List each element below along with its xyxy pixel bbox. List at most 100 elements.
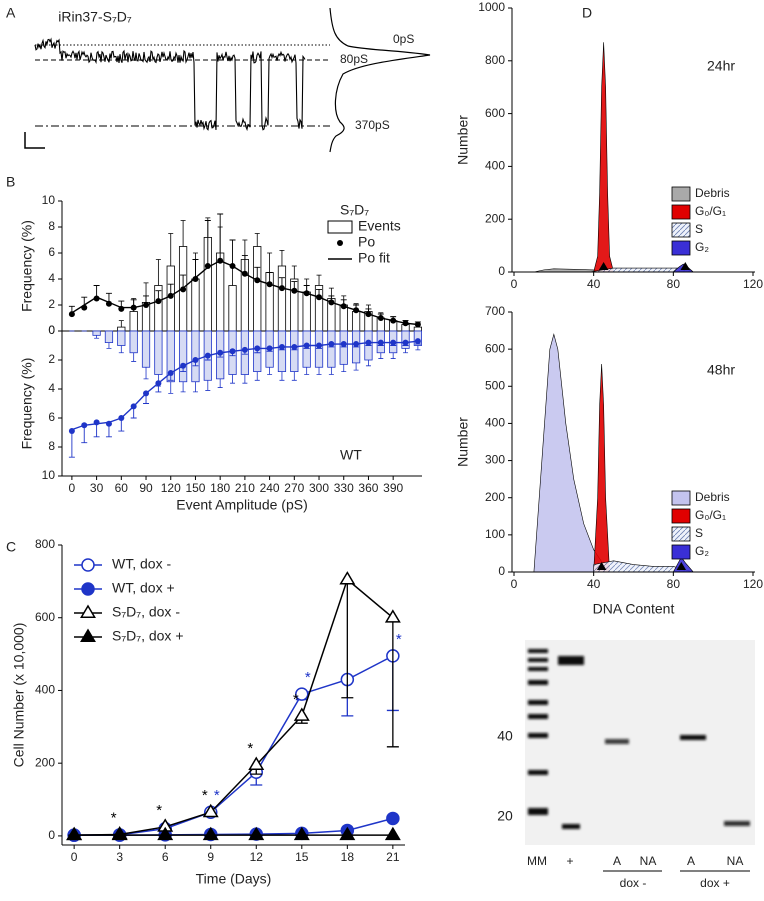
legend-marker bbox=[81, 582, 95, 596]
x-tick-label: 240 bbox=[260, 481, 280, 495]
po-point bbox=[68, 428, 75, 435]
level-label: 370pS bbox=[355, 118, 390, 132]
x-axis-label: DNA Content bbox=[593, 601, 675, 617]
po-point bbox=[278, 343, 285, 350]
event-error bbox=[242, 374, 248, 384]
po-point bbox=[81, 304, 88, 311]
event-bar bbox=[191, 278, 200, 332]
event-bar bbox=[413, 326, 422, 332]
y-tick-label: 200 bbox=[485, 211, 505, 225]
lane-label: NA bbox=[640, 854, 657, 868]
legend-swatch bbox=[671, 222, 691, 238]
po-point bbox=[316, 342, 323, 349]
event-bar bbox=[129, 311, 138, 332]
event-bar bbox=[154, 330, 163, 375]
panel-title: 48hr bbox=[707, 362, 735, 378]
legend-marker bbox=[80, 604, 96, 618]
marker bbox=[339, 826, 356, 841]
po-point bbox=[365, 339, 372, 346]
po-point bbox=[414, 338, 421, 345]
event-error bbox=[316, 367, 322, 375]
po-point bbox=[365, 311, 372, 318]
po-point bbox=[377, 315, 384, 321]
x-tick-label: 270 bbox=[284, 481, 304, 495]
legend-marker bbox=[80, 628, 96, 642]
y-tick-label: 600 bbox=[35, 610, 55, 624]
marker bbox=[248, 756, 265, 770]
event-error bbox=[254, 371, 260, 381]
x-axis-label: Event Amplitude (pS) bbox=[176, 497, 308, 513]
event-error bbox=[415, 345, 421, 351]
event-bar bbox=[253, 246, 262, 332]
po-point bbox=[143, 390, 150, 397]
x-tick-label: 15 bbox=[295, 850, 309, 864]
po-point bbox=[93, 419, 100, 426]
x-tick-label: 120 bbox=[161, 481, 181, 495]
y-tick-label: 0 bbox=[48, 323, 55, 337]
x-tick-label: 180 bbox=[210, 481, 230, 495]
event-error bbox=[353, 362, 359, 371]
y-tick-label: 0 bbox=[48, 323, 55, 337]
event-bar bbox=[228, 285, 237, 332]
legend-swatch bbox=[671, 490, 691, 506]
y-tick-label: 600 bbox=[485, 341, 505, 355]
marker bbox=[66, 826, 83, 841]
y-tick-label: 6 bbox=[48, 245, 55, 259]
legend-label: WT, dox - bbox=[112, 556, 171, 572]
po-point bbox=[390, 317, 397, 324]
po-point bbox=[167, 292, 174, 299]
series-line bbox=[74, 578, 394, 836]
po-point bbox=[390, 339, 397, 346]
x-tick-label: 80 bbox=[667, 577, 681, 591]
po-point bbox=[130, 304, 137, 311]
peak-marker bbox=[680, 262, 691, 270]
marker bbox=[202, 826, 219, 841]
po-point bbox=[192, 276, 199, 282]
annotation: * bbox=[247, 740, 253, 757]
y-tick-label: 500 bbox=[485, 378, 505, 392]
event-bar bbox=[302, 330, 311, 368]
po-point bbox=[229, 263, 236, 269]
legend-swatch bbox=[671, 526, 691, 542]
po-point bbox=[192, 357, 199, 363]
y-tick-label: 200 bbox=[485, 490, 505, 504]
scale-bar bbox=[24, 132, 45, 149]
legend-label: G₂ bbox=[695, 544, 709, 558]
half-label: S₇D₇ bbox=[340, 202, 369, 218]
x-tick-label: 80 bbox=[667, 277, 681, 291]
event-error bbox=[118, 345, 124, 354]
event-bar bbox=[339, 330, 348, 365]
y-tick-label: 4 bbox=[48, 381, 55, 395]
panel-label: A bbox=[6, 5, 16, 21]
x-tick-label: 9 bbox=[207, 850, 214, 864]
y-tick-label: 10 bbox=[42, 468, 56, 482]
event-bar bbox=[117, 326, 126, 332]
event-bar bbox=[314, 330, 324, 368]
event-bar bbox=[141, 330, 151, 368]
y-tick-label: 400 bbox=[485, 416, 505, 430]
panel-label: D bbox=[582, 5, 592, 21]
po-point bbox=[155, 380, 162, 387]
event-error bbox=[230, 374, 236, 384]
event-bar bbox=[290, 330, 299, 372]
legend-label: S₇D₇, dox - bbox=[112, 604, 180, 620]
lane-label: NA bbox=[727, 854, 744, 868]
lane-label: MM bbox=[527, 854, 547, 868]
event-error bbox=[217, 378, 223, 388]
po-point bbox=[180, 362, 187, 369]
event-error bbox=[180, 381, 186, 393]
panel-label: B bbox=[6, 174, 15, 190]
po-error bbox=[217, 213, 224, 261]
event-error bbox=[192, 381, 198, 393]
po-point bbox=[340, 303, 347, 310]
legend-label: S bbox=[695, 526, 703, 540]
po-point bbox=[266, 345, 273, 352]
event-error bbox=[143, 367, 149, 380]
po-error bbox=[68, 431, 75, 458]
level-label: 0pS bbox=[393, 32, 414, 46]
y-tick-label: 10 bbox=[42, 193, 56, 207]
gel-image bbox=[525, 640, 755, 845]
event-bar bbox=[178, 330, 188, 383]
event-bar bbox=[92, 330, 101, 336]
event-bar bbox=[277, 330, 287, 372]
